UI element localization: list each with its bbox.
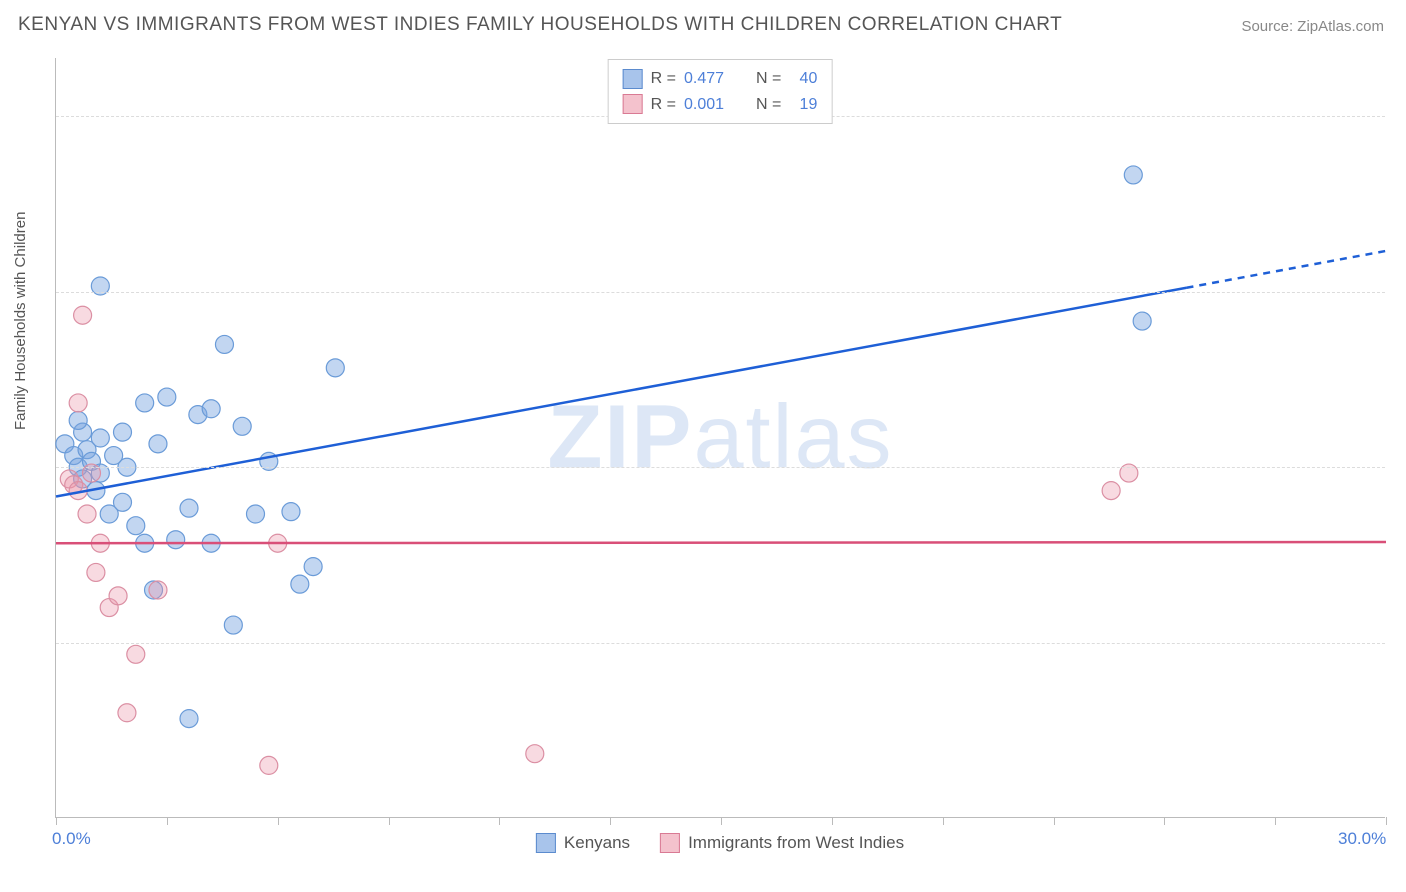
legend-r-value: 0.477 (684, 66, 738, 92)
x-tick (610, 817, 611, 825)
data-point (202, 400, 220, 418)
x-tick (1164, 817, 1165, 825)
x-tick (943, 817, 944, 825)
data-point (149, 581, 167, 599)
data-point (526, 745, 544, 763)
data-point (127, 517, 145, 535)
x-tick-label: 30.0% (1338, 829, 1386, 849)
legend-item: Immigrants from West Indies (660, 833, 904, 853)
data-point (127, 645, 145, 663)
y-axis-title: Family Households with Children (12, 212, 29, 430)
x-tick (721, 817, 722, 825)
x-tick-label: 0.0% (52, 829, 91, 849)
legend-series: Kenyans Immigrants from West Indies (536, 833, 904, 853)
data-point (260, 756, 278, 774)
gridline (56, 467, 1385, 468)
x-tick (1275, 817, 1276, 825)
data-point (114, 423, 132, 441)
legend-swatch (623, 94, 643, 114)
data-point (224, 616, 242, 634)
chart-title: KENYAN VS IMMIGRANTS FROM WEST INDIES FA… (18, 14, 1062, 36)
legend-n-label: N = (756, 66, 781, 92)
legend-label: Immigrants from West Indies (688, 833, 904, 853)
legend-correlation: R = 0.477 N = 40 R = 0.001 N = 19 (608, 59, 833, 124)
data-point (247, 505, 265, 523)
data-point (180, 499, 198, 517)
data-point (1102, 482, 1120, 500)
data-point (149, 435, 167, 453)
data-point (1124, 166, 1142, 184)
plot-area: ZIPatlas 15.0%30.0%45.0%60.0%0.0%30.0% R… (55, 58, 1385, 818)
x-tick (1386, 817, 1387, 825)
source-label: Source: ZipAtlas.com (1241, 18, 1384, 35)
data-point (109, 587, 127, 605)
legend-swatch (623, 69, 643, 89)
data-point (180, 710, 198, 728)
legend-swatch (536, 833, 556, 853)
data-point (282, 503, 300, 521)
data-point (136, 394, 154, 412)
regression-line (56, 288, 1187, 497)
data-point (158, 388, 176, 406)
data-point (304, 558, 322, 576)
plot-frame: ZIPatlas 15.0%30.0%45.0%60.0%0.0%30.0% (55, 58, 1385, 818)
regression-line-extrapolated (1187, 251, 1387, 288)
gridline (56, 643, 1385, 644)
data-point (69, 411, 87, 429)
data-point (69, 394, 87, 412)
data-point (233, 417, 251, 435)
legend-label: Kenyans (564, 833, 630, 853)
x-tick (167, 817, 168, 825)
data-point (118, 704, 136, 722)
data-point (87, 563, 105, 581)
x-tick (1054, 817, 1055, 825)
data-point (114, 493, 132, 511)
data-point (1133, 312, 1151, 330)
data-point (215, 335, 233, 353)
data-point (291, 575, 309, 593)
data-point (91, 429, 109, 447)
legend-n-label: N = (756, 92, 781, 118)
legend-stat-row: R = 0.477 N = 40 (623, 66, 818, 92)
chart-svg (56, 58, 1385, 817)
data-point (78, 505, 96, 523)
legend-r-label: R = (651, 92, 676, 118)
legend-stat-row: R = 0.001 N = 19 (623, 92, 818, 118)
gridline (56, 292, 1385, 293)
x-tick (278, 817, 279, 825)
regression-line (56, 542, 1386, 543)
legend-r-value: 0.001 (684, 92, 738, 118)
x-tick (499, 817, 500, 825)
data-point (74, 306, 92, 324)
data-point (167, 531, 185, 549)
legend-item: Kenyans (536, 833, 630, 853)
data-point (326, 359, 344, 377)
x-tick (56, 817, 57, 825)
legend-r-label: R = (651, 66, 676, 92)
x-tick (389, 817, 390, 825)
x-tick (832, 817, 833, 825)
legend-swatch (660, 833, 680, 853)
legend-n-value: 40 (789, 66, 817, 92)
legend-n-value: 19 (789, 92, 817, 118)
